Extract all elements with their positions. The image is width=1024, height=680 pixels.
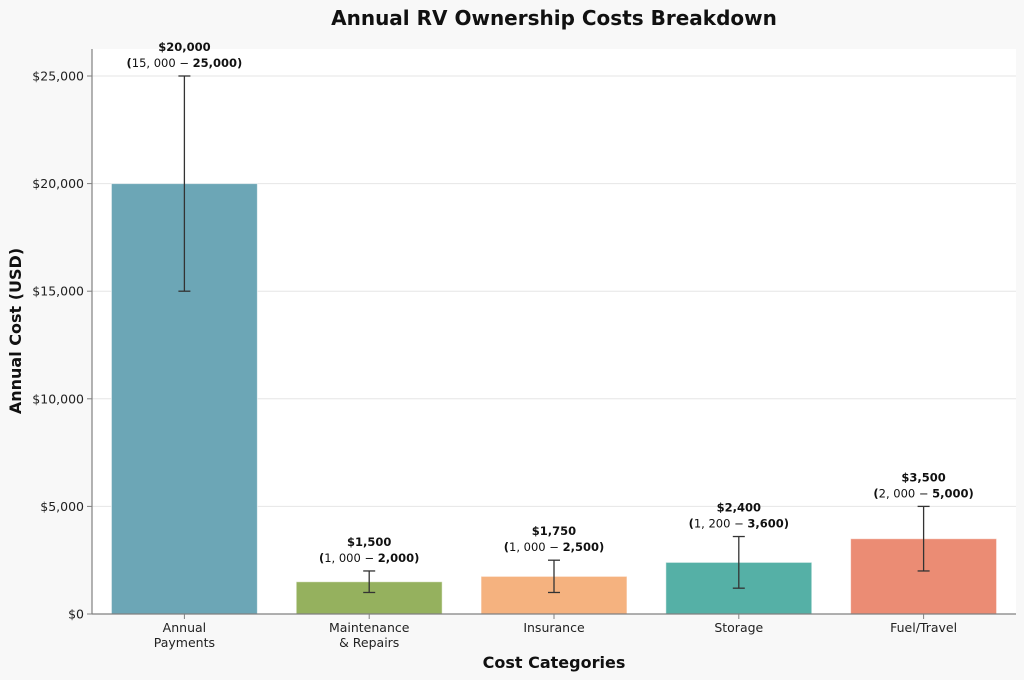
x-tick-label: Fuel/Travel [890, 620, 957, 635]
x-tick-label: Storage [714, 620, 763, 635]
bars [110, 183, 998, 615]
x-tick-label: Insurance [523, 620, 585, 635]
y-axis-label: Annual Cost (USD) [6, 248, 25, 414]
value-label: $20,000 [158, 40, 210, 54]
data-labels: $20,000 (15, 000 − 25,000) $1,500 (1, 000 −… [127, 40, 974, 565]
y-tick-label: $10,000 [32, 391, 84, 406]
range-label: (15, 000 − 25,000) [127, 56, 243, 70]
x-tick-label: Annual [163, 620, 206, 635]
y-tick-label: $15,000 [32, 284, 84, 299]
range-label: (1, 000 − 2,500) [504, 540, 604, 554]
error-bars [178, 75, 930, 594]
range-label: (2, 000 − 5,000) [873, 486, 973, 500]
range-label: (1, 200 − 3,600) [689, 517, 789, 531]
value-label: $1,500 [347, 535, 391, 549]
value-label: $1,750 [532, 524, 576, 538]
y-tick-label: $25,000 [32, 69, 84, 84]
range-label: (1, 000 − 2,000) [319, 551, 419, 565]
y-tick-label: $5,000 [40, 499, 84, 514]
chart-title: Annual RV Ownership Costs Breakdown [331, 6, 777, 30]
value-label: $3,500 [901, 470, 945, 484]
y-tick-label: $0 [68, 607, 84, 622]
x-tick-label: & Repairs [339, 635, 399, 650]
x-tick-label: Payments [154, 635, 215, 650]
y-ticks: $0 $5,000 $10,000 $15,000 $20,000 $25,000 [32, 69, 92, 622]
x-axis-label: Cost Categories [483, 653, 626, 672]
value-label: $2,400 [717, 501, 761, 515]
x-tick-label: Maintenance [329, 620, 410, 635]
y-tick-label: $20,000 [32, 176, 84, 191]
